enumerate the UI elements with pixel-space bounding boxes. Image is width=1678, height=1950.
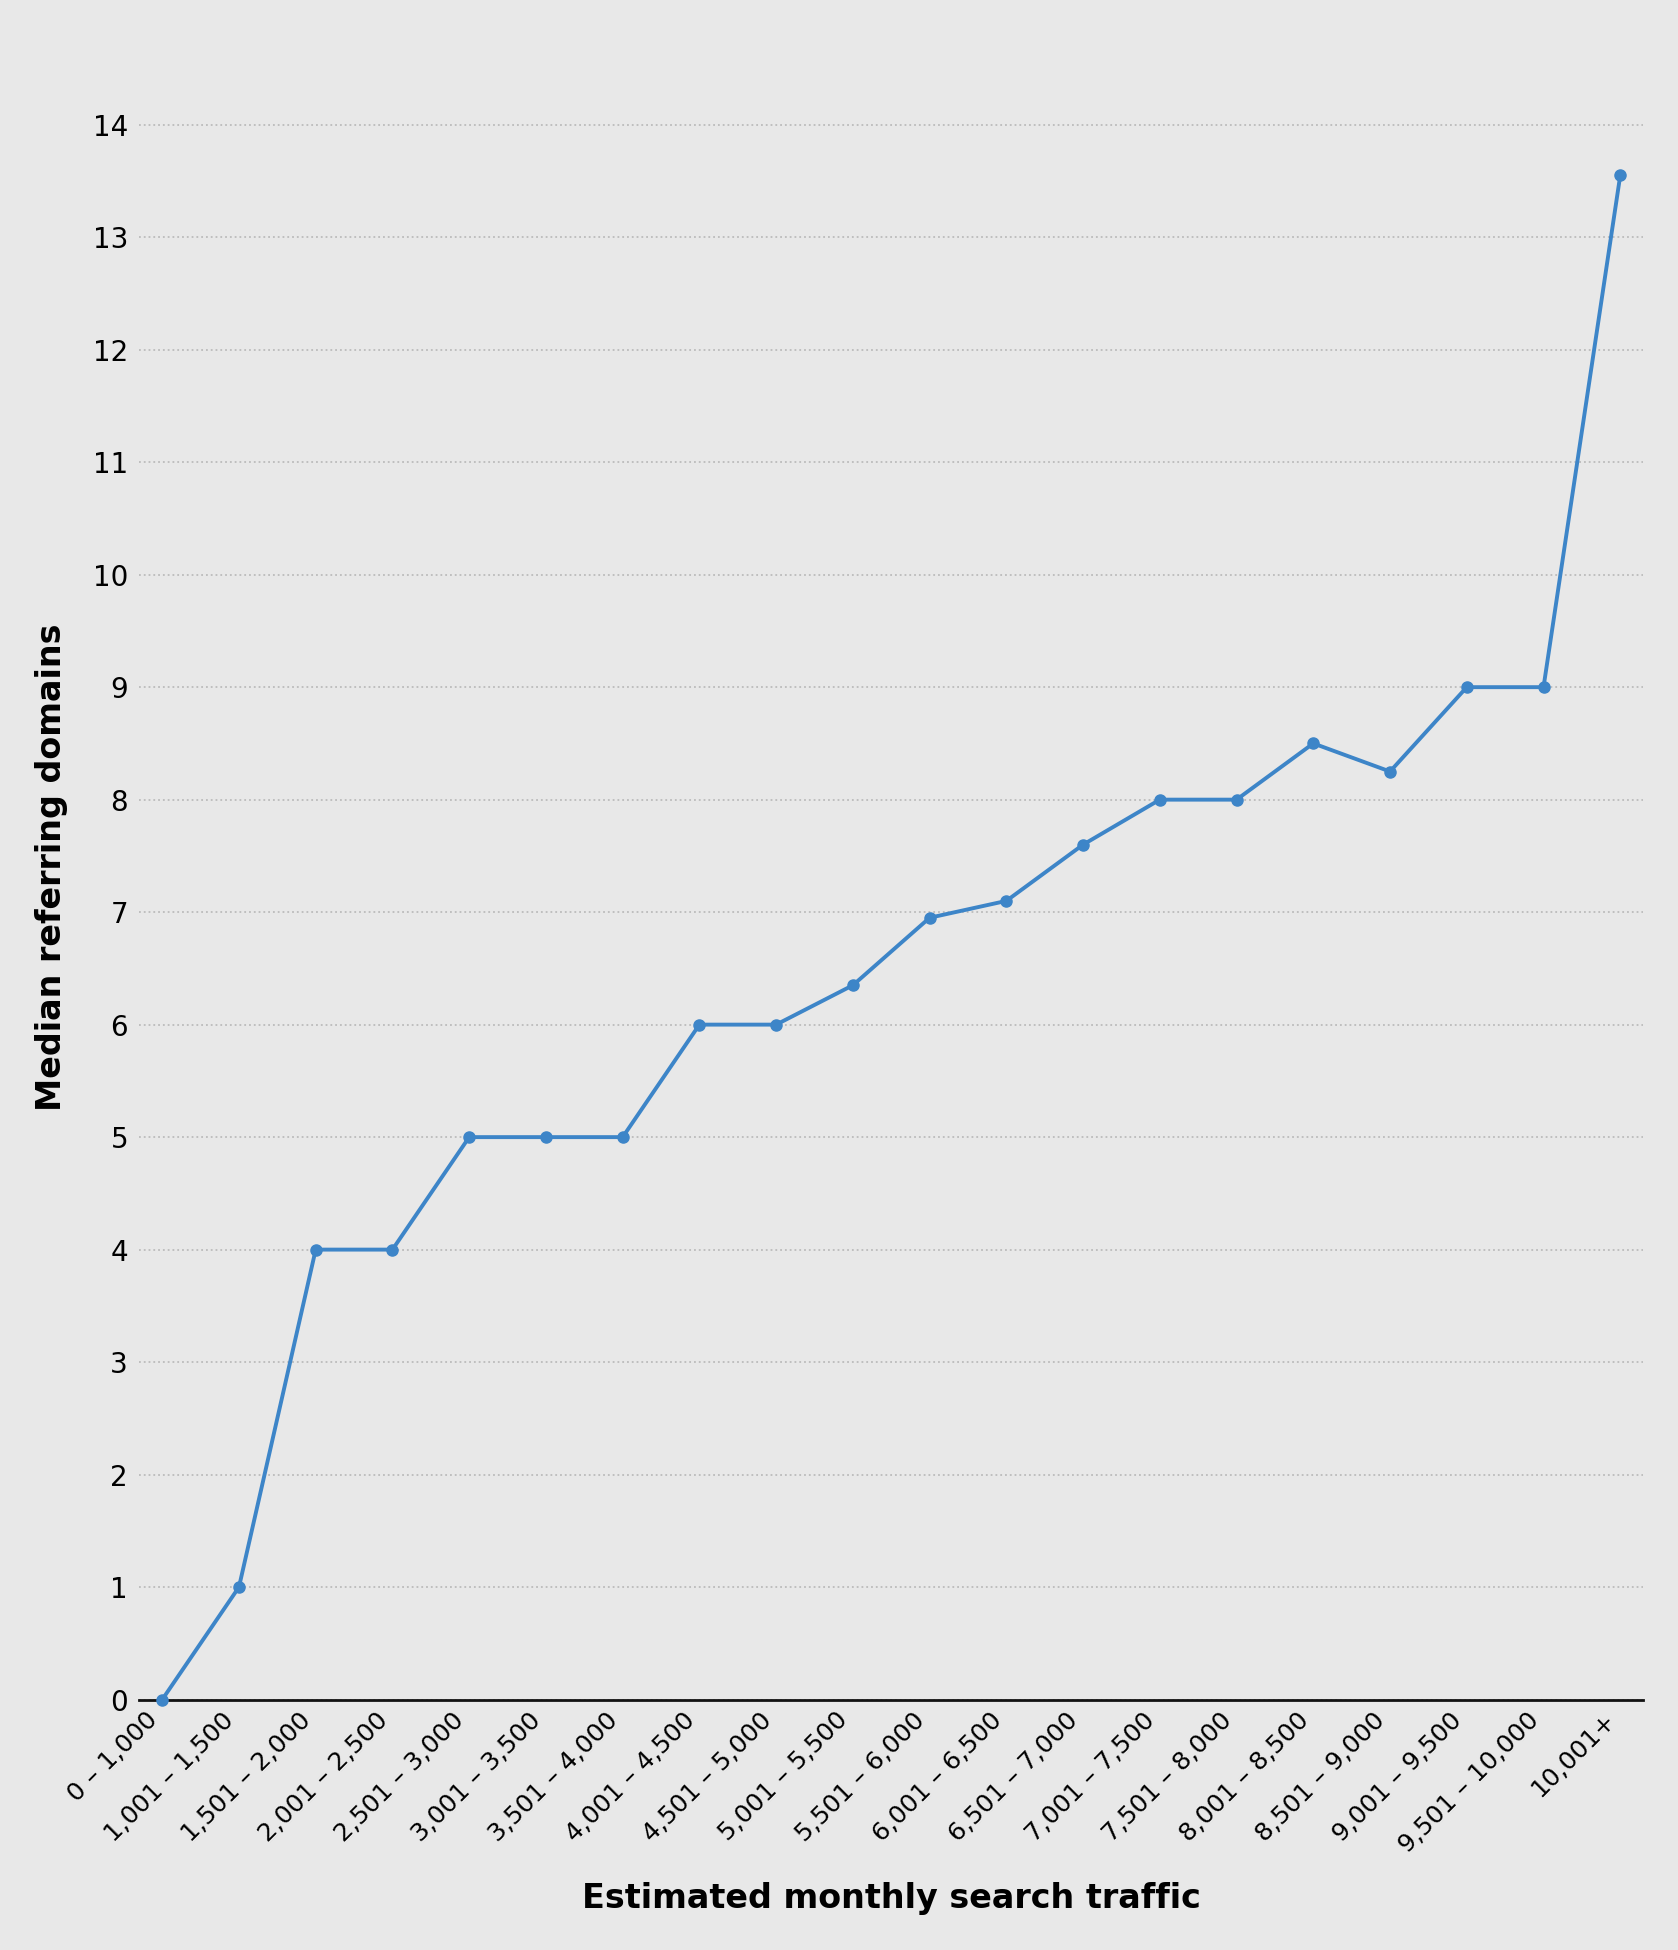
Y-axis label: Median referring domains: Median referring domains xyxy=(35,624,67,1112)
X-axis label: Estimated monthly search traffic: Estimated monthly search traffic xyxy=(582,1882,1201,1915)
